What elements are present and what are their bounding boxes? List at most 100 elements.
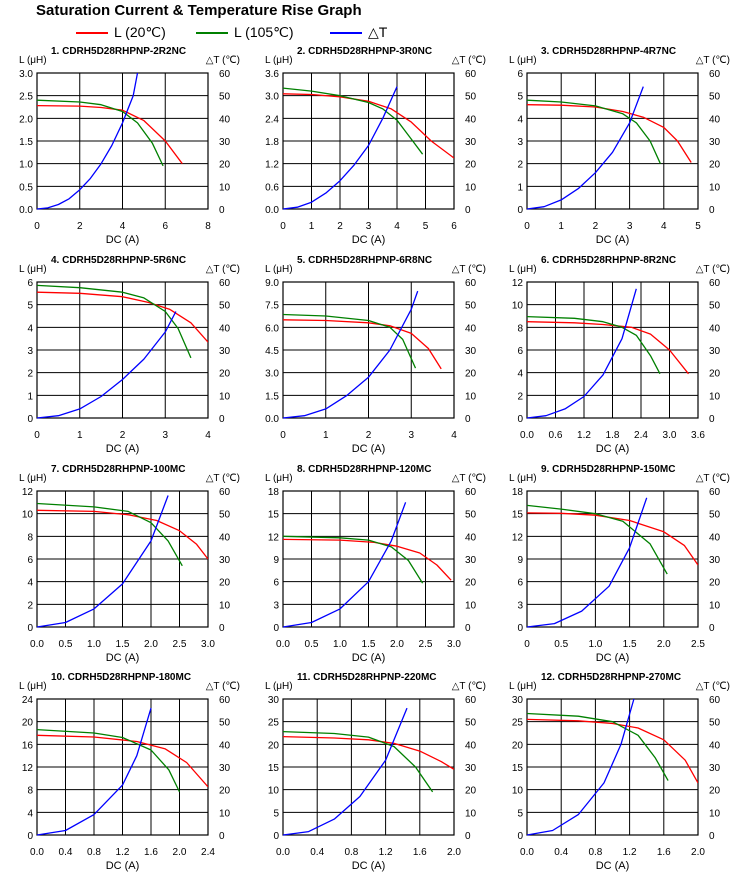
chart-11: 11. CDRH5D28RHPNP-220MC L (μH) △T (℃) DC (A… <box>265 672 486 872</box>
x-tick-label: 4 <box>205 430 211 441</box>
x-axis-label: DC (A) <box>596 652 630 664</box>
y-axis-label: L (μH) <box>265 681 293 692</box>
plot-frame <box>282 281 455 419</box>
x-tick-label: 2.0 <box>390 639 404 650</box>
y-tick-label: 0.0 <box>265 205 279 216</box>
x-tick-label: 3.6 <box>691 430 705 441</box>
y-tick-label: 6 <box>517 578 523 589</box>
y2-tick-label: 60 <box>465 278 477 289</box>
x-axis-label: DC (A) <box>352 443 386 455</box>
y-tick-label: 1.5 <box>265 391 279 402</box>
x-tick-label: 1.5 <box>623 639 637 650</box>
y2-tick-label: 0 <box>709 414 715 425</box>
y2-tick-label: 30 <box>465 346 477 357</box>
y2-tick-label: 60 <box>219 487 231 498</box>
x-tick-label: 3 <box>627 221 633 232</box>
series-line-l105 <box>527 315 661 375</box>
chart-1: 1. CDRH5D28RHPNP-2R2NC L (μH) △T (℃) DC (A)… <box>19 46 240 246</box>
x-tick-label: 1.2 <box>577 430 591 441</box>
y-tick-label: 4 <box>517 114 523 125</box>
series-line-l105 <box>37 284 192 359</box>
x-tick-label: 2.0 <box>447 847 461 858</box>
y-tick-label: 8 <box>27 786 33 797</box>
y2-tick-label: 40 <box>219 740 231 751</box>
y-axis-label: L (μH) <box>509 55 537 66</box>
y2-tick-label: 10 <box>219 600 231 611</box>
x-tick-label: 3 <box>162 430 168 441</box>
plot-frame <box>282 490 455 628</box>
x-tick-label: 2.0 <box>657 639 671 650</box>
y-tick-label: 15 <box>268 763 280 774</box>
y2-tick-label: 60 <box>709 487 721 498</box>
y2-tick-label: 50 <box>219 301 231 312</box>
series-line-l20 <box>527 718 698 784</box>
x-tick-label: 1.5 <box>116 639 130 650</box>
y-tick-label: 2.0 <box>19 114 33 125</box>
page-title: Saturation Current & Temperature Rise Gr… <box>36 2 362 19</box>
y2-tick-label: 30 <box>219 137 231 148</box>
y-tick-label: 4 <box>27 323 33 334</box>
x-tick-label: 1 <box>77 430 83 441</box>
x-tick-label: 1 <box>558 221 564 232</box>
y-tick-label: 18 <box>512 487 524 498</box>
chart-title: 1. CDRH5D28RHPNP-2R2NC <box>51 46 186 57</box>
y-tick-label: 12 <box>22 763 34 774</box>
y2-axis-label: △T (℃) <box>452 681 486 692</box>
series-line-l20 <box>283 735 454 770</box>
x-tick-label: 0.5 <box>554 639 568 650</box>
x-tick-label: 2.5 <box>419 639 433 650</box>
y2-tick-label: 0 <box>465 205 471 216</box>
y-tick-label: 0.0 <box>19 205 33 216</box>
series-line-l105 <box>283 730 434 793</box>
y-tick-label: 12 <box>512 278 524 289</box>
y-tick-label: 12 <box>512 532 524 543</box>
y-tick-label: 3 <box>273 600 279 611</box>
legend-swatch-green <box>196 32 228 35</box>
y-tick-label: 5 <box>517 92 523 103</box>
x-tick-label: 2.5 <box>691 639 705 650</box>
y2-tick-label: 40 <box>709 532 721 543</box>
y-tick-label: 2 <box>517 391 523 402</box>
x-tick-label: 4 <box>451 430 457 441</box>
y2-tick-label: 30 <box>709 137 721 148</box>
y-axis-label: L (μH) <box>509 264 537 275</box>
x-tick-label: 1.8 <box>606 430 620 441</box>
chart-6: 6. CDRH5D28RHPNP-8R2NC L (μH) △T (℃) DC (A)… <box>509 255 730 455</box>
series-line-l105 <box>37 502 183 567</box>
y2-axis-label: △T (℃) <box>452 55 486 66</box>
y2-tick-label: 40 <box>219 114 231 125</box>
y-tick-label: 0 <box>273 623 279 634</box>
y2-tick-label: 0 <box>709 205 715 216</box>
y2-tick-label: 10 <box>709 600 721 611</box>
x-axis-label: DC (A) <box>106 443 140 455</box>
y-tick-label: 2 <box>517 160 523 171</box>
series-line-l20 <box>283 93 454 159</box>
y2-tick-label: 10 <box>709 808 721 819</box>
x-tick-label: 0.0 <box>276 847 290 858</box>
x-tick-label: 2 <box>337 221 343 232</box>
y-tick-label: 0.5 <box>19 182 33 193</box>
y2-tick-label: 40 <box>709 740 721 751</box>
x-tick-label: 0.8 <box>344 847 358 858</box>
y-tick-label: 2.4 <box>265 114 279 125</box>
y2-tick-label: 0 <box>709 623 715 634</box>
y2-tick-label: 60 <box>219 695 231 706</box>
y-tick-label: 6 <box>517 69 523 80</box>
x-tick-label: 0.0 <box>30 639 44 650</box>
legend-item-l20: L (20℃) <box>76 24 166 41</box>
x-tick-label: 1.2 <box>623 847 637 858</box>
y-tick-label: 4 <box>517 369 523 380</box>
y2-axis-label: △T (℃) <box>452 264 486 275</box>
x-tick-label: 0.5 <box>305 639 319 650</box>
x-tick-label: 0.4 <box>310 847 324 858</box>
y-axis-label: L (μH) <box>509 473 537 484</box>
series-line-l20 <box>37 734 208 788</box>
chart-8: 8. CDRH5D28RHPNP-120MC L (μH) △T (℃) DC (A)… <box>265 464 486 664</box>
y-tick-label: 1 <box>27 391 33 402</box>
y-tick-label: 5 <box>27 301 33 312</box>
y-tick-label: 25 <box>268 718 280 729</box>
x-tick-label: 1.0 <box>588 639 602 650</box>
x-tick-label: 0.0 <box>276 639 290 650</box>
y2-tick-label: 10 <box>709 182 721 193</box>
